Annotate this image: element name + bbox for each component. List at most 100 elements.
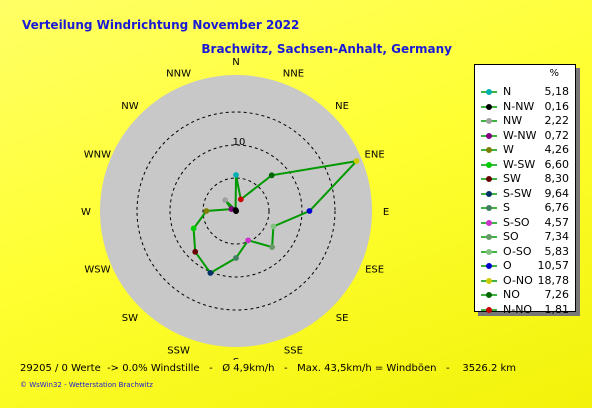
legend-item-name: S-SW	[503, 186, 532, 200]
legend-item-name: O-SO	[503, 244, 532, 258]
ring-1	[202, 177, 270, 245]
direction-labels: N NNE NE ENE E ESE SE SSE S SSW SW WSW W WNW NW NNW	[81, 57, 389, 360]
legend-item-name: O-NO	[503, 273, 533, 287]
legend-swatch	[481, 161, 497, 168]
legend-header: %	[549, 68, 559, 79]
direction-label-SSW: SSW	[167, 346, 190, 357]
legend-item-name: N	[503, 85, 512, 98]
legend-item-name: W-NW	[503, 128, 537, 142]
legend-item-value: 0,72	[544, 128, 570, 142]
legend-item: O 10,57	[481, 259, 573, 273]
point-NW	[222, 197, 228, 203]
legend-swatch	[481, 234, 497, 240]
chart-location: Brachwitz, Sachsen-Anhalt, Germany	[201, 42, 452, 56]
legend-swatch	[481, 248, 497, 255]
direction-label-SSE: SSE	[284, 346, 303, 357]
legend-swatch	[481, 219, 497, 226]
direction-label-NNW: NNW	[166, 68, 191, 79]
point-NNE	[237, 196, 244, 203]
rose-rings	[136, 111, 336, 311]
point-SSW	[207, 269, 214, 276]
ring-labels: 10	[233, 137, 246, 148]
ring-2	[169, 144, 303, 278]
point-ENE	[353, 158, 360, 164]
legend-item: N-NO 1,81	[481, 303, 573, 317]
legend-item-value: 2,22	[544, 114, 570, 127]
point-E	[306, 208, 313, 214]
legend-swatch	[481, 306, 497, 313]
legend-item-name: NO	[503, 288, 520, 301]
direction-label-NE: NE	[335, 101, 349, 112]
ring-label-10: 10	[233, 137, 246, 148]
legend-item-name: SW	[503, 172, 521, 185]
point-N	[233, 172, 239, 178]
legend-item-name: NW	[503, 114, 523, 127]
legend-item-name: O	[503, 259, 512, 272]
direction-label-W: W	[81, 207, 91, 218]
point-NNW	[232, 207, 239, 213]
direction-label-NNE: NNE	[283, 68, 304, 79]
direction-label-ESE: ESE	[365, 264, 384, 275]
series-points	[190, 158, 360, 276]
point-ESE	[270, 223, 277, 230]
legend-item-name: W-SW	[503, 157, 536, 171]
legend-item-value: 7,26	[544, 288, 570, 301]
legend-item-value: 6,60	[544, 157, 570, 171]
legend-swatch	[481, 132, 497, 139]
legend-item-value: 5,83	[544, 244, 570, 258]
legend-item: W-NW 0,72	[481, 129, 573, 143]
point-WSW	[190, 225, 197, 232]
direction-label-SW: SW	[122, 313, 138, 324]
legend-item: NW 2,22	[481, 114, 573, 128]
legend-swatch	[481, 277, 497, 284]
legend-item: S-SW 9,64	[481, 187, 573, 201]
ring-3	[136, 111, 336, 311]
legend-item-value: 1,81	[544, 302, 570, 316]
point-SSE	[245, 237, 252, 244]
legend-item-name: SO	[503, 230, 519, 243]
legend-item-name: W	[503, 143, 514, 156]
legend-swatch	[481, 89, 497, 95]
footer-stats: 29205 / 0 Werte -> 0.0% Windstille - Ø 4…	[20, 363, 517, 374]
direction-label-N: N	[232, 57, 239, 68]
legend-item: O-SO 5,83	[481, 245, 573, 259]
wind-rose-chart: N NNE NE ENE E ESE SE SSE S SSW SW WSW W WNW NW NNW 10	[81, 57, 389, 360]
legend-item-value: 0,16	[544, 99, 570, 113]
legend-swatch	[481, 190, 497, 197]
point-W	[203, 208, 210, 214]
legend-item: SO 7,34	[481, 230, 573, 244]
direction-label-ENE: ENE	[365, 150, 385, 161]
point-S	[233, 255, 239, 261]
legend-swatch	[481, 147, 497, 153]
legend-item-value: 5,18	[544, 85, 570, 98]
direction-label-WNW: WNW	[84, 150, 111, 161]
legend-item: W 4,26	[481, 143, 573, 157]
legend-item: SW 8,30	[481, 172, 573, 186]
legend-swatch	[481, 118, 497, 124]
legend-item-value: 6,76	[544, 201, 570, 214]
legend-item: W-SW 6,60	[481, 158, 573, 172]
direction-label-WSW: WSW	[84, 264, 110, 275]
legend-swatch	[481, 263, 497, 269]
direction-label-E: E	[383, 207, 389, 218]
legend-item-value: 7,34	[544, 230, 570, 243]
legend-item-value: 18,78	[537, 273, 570, 287]
legend-item-name: S-SO	[503, 215, 530, 229]
legend-item: S 6,76	[481, 201, 573, 215]
point-SW	[192, 248, 199, 255]
legend-swatch	[481, 292, 497, 298]
point-NE	[268, 172, 275, 179]
point-SE	[269, 244, 275, 250]
legend-item-value: 9,64	[544, 186, 570, 200]
legend-item-value: 10,57	[537, 259, 570, 272]
legend-item-name: N-NW	[503, 99, 535, 113]
chart-title: Verteilung Windrichtung November 2022	[22, 18, 300, 32]
legend-item-name: N-NO	[503, 302, 533, 316]
legend-item: N 5,18	[481, 85, 573, 99]
legend-item-value: 4,26	[544, 143, 570, 156]
legend-item: N-NW 0,16	[481, 100, 573, 114]
legend-item: O-NO 18,78	[481, 274, 573, 288]
legend-item: NO 7,26	[481, 288, 573, 302]
direction-label-SE: SE	[336, 313, 349, 324]
legend-item-name: S	[503, 201, 510, 214]
